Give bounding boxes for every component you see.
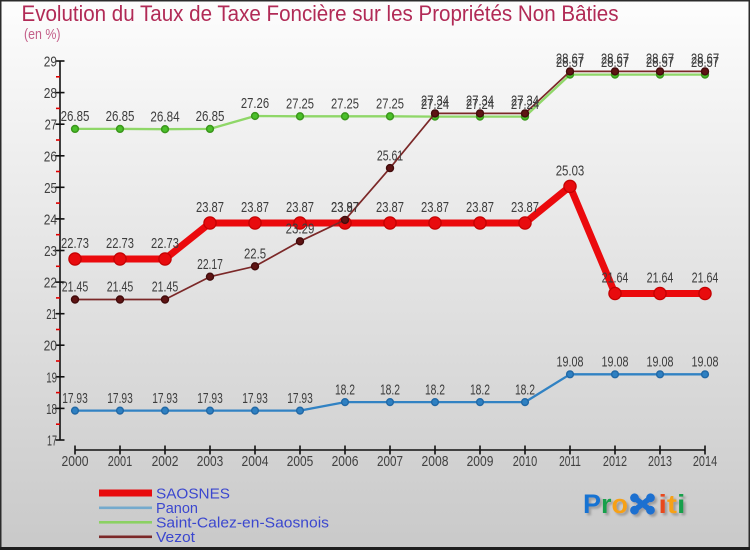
svg-text:23.87: 23.87 [331,199,359,216]
svg-text:2001: 2001 [108,453,132,470]
svg-text:25.61: 25.61 [377,147,403,164]
svg-text:23.87: 23.87 [241,199,269,216]
svg-text:27.34: 27.34 [511,93,539,110]
svg-text:26.85: 26.85 [106,108,135,125]
svg-text:17.93: 17.93 [242,390,268,407]
svg-text:2006: 2006 [332,453,359,470]
svg-text:27.25: 27.25 [331,96,359,113]
svg-text:2000: 2000 [62,453,89,470]
svg-text:28.67: 28.67 [646,51,674,68]
svg-text:Panon: Panon [156,500,198,517]
svg-text:2005: 2005 [287,453,314,470]
svg-text:29: 29 [44,54,57,71]
svg-text:2002: 2002 [152,453,179,470]
svg-text:iti: iti [659,489,686,519]
svg-text:23.97: 23.97 [331,199,359,216]
svg-text:26.85: 26.85 [61,108,90,125]
svg-text:18: 18 [46,401,57,418]
svg-text:2004: 2004 [242,453,269,470]
svg-text:27.24: 27.24 [511,96,539,113]
svg-text:2010: 2010 [513,453,537,470]
svg-text:2007: 2007 [377,453,403,470]
svg-text:23.87: 23.87 [466,199,494,216]
svg-text:25: 25 [44,180,57,197]
svg-text:22.73: 22.73 [106,235,134,252]
svg-text:21.45: 21.45 [152,279,178,296]
svg-text:23.87: 23.87 [421,199,449,216]
svg-text:22.17: 22.17 [197,256,223,273]
svg-text:23.87: 23.87 [196,199,224,216]
svg-text:17: 17 [47,433,57,450]
svg-text:19.08: 19.08 [692,354,719,371]
svg-text:27.25: 27.25 [376,96,404,113]
svg-text:18.2: 18.2 [515,381,535,398]
svg-text:28: 28 [44,85,57,102]
svg-text:27.25: 27.25 [286,96,314,113]
svg-text:18.2: 18.2 [425,381,445,398]
svg-text:19.08: 19.08 [647,354,674,371]
svg-text:17.93: 17.93 [287,390,313,407]
svg-text:17.93: 17.93 [62,390,88,407]
svg-text:27.26: 27.26 [241,95,269,112]
svg-text:23.87: 23.87 [511,199,539,216]
svg-text:28.57: 28.57 [556,54,584,71]
svg-text:2009: 2009 [467,453,494,470]
svg-text:23: 23 [44,243,57,260]
svg-text:25.03: 25.03 [556,162,585,179]
svg-text:21.64: 21.64 [647,270,674,287]
svg-text:17.93: 17.93 [107,390,133,407]
svg-text:22.5: 22.5 [244,246,266,263]
svg-text:27.34: 27.34 [421,93,449,110]
svg-text:23.87: 23.87 [376,199,404,216]
svg-text:21.45: 21.45 [62,279,88,296]
svg-text:27.24: 27.24 [466,96,494,113]
svg-text:28.57: 28.57 [691,54,719,71]
svg-text:17.93: 17.93 [197,390,223,407]
svg-text:26.84: 26.84 [150,108,179,125]
svg-text:26.85: 26.85 [196,108,225,125]
svg-text:2003: 2003 [197,453,224,470]
svg-text:23.87: 23.87 [286,199,314,216]
svg-text:Saint-Calez-en-Saosnois: Saint-Calez-en-Saosnois [156,515,329,532]
svg-text:20: 20 [44,338,57,355]
svg-text:19.08: 19.08 [602,354,629,371]
svg-text:17.93: 17.93 [152,390,178,407]
svg-text:18.2: 18.2 [380,381,400,398]
svg-text:SAOSNES: SAOSNES [156,486,230,503]
svg-text:23.29: 23.29 [286,221,315,238]
svg-text:2008: 2008 [422,453,449,470]
svg-text:22.73: 22.73 [151,235,179,252]
svg-text:26: 26 [44,148,57,165]
svg-text:2011: 2011 [559,453,581,470]
svg-text:28.67: 28.67 [691,51,719,68]
svg-text:Pro: Pro [583,489,628,519]
svg-text:2014: 2014 [693,453,717,470]
svg-text:22: 22 [44,275,57,292]
svg-text:2012: 2012 [603,453,627,470]
svg-text:Evolution du Taux de Taxe Fonc: Evolution du Taux de Taxe Foncière sur l… [22,1,619,26]
svg-text:27: 27 [45,117,57,134]
svg-text:Vezot: Vezot [156,529,196,546]
svg-text:28.57: 28.57 [601,54,629,71]
svg-text:2013: 2013 [648,453,672,470]
svg-text:28.57: 28.57 [646,54,674,71]
svg-text:22.73: 22.73 [61,235,89,252]
svg-text:21.64: 21.64 [692,270,719,287]
svg-text:18.2: 18.2 [335,381,355,398]
svg-text:28.67: 28.67 [556,51,584,68]
svg-text:19: 19 [46,369,57,386]
svg-text:21: 21 [46,306,57,323]
svg-text:28.67: 28.67 [601,51,629,68]
svg-text:24: 24 [44,211,57,228]
svg-text:19.08: 19.08 [557,354,584,371]
svg-text:27.34: 27.34 [466,93,494,110]
svg-text:18.2: 18.2 [470,381,490,398]
svg-text:21.64: 21.64 [602,270,629,287]
svg-text:(en %): (en %) [24,27,61,43]
svg-text:21.45: 21.45 [107,279,133,296]
svg-text:27.24: 27.24 [421,96,449,113]
